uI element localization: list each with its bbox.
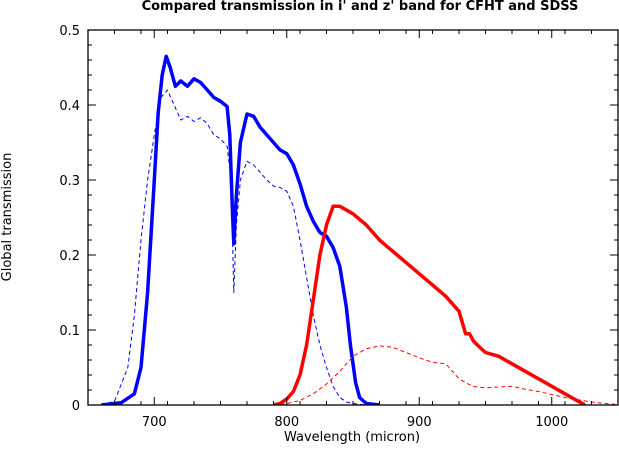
x-tick-label: 700 [142,415,167,430]
y-tick-label: 0.1 [59,324,80,339]
y-axis-label: Global transmission [0,153,15,282]
y-tick-label: 0.5 [59,24,80,39]
x-axis-label: Wavelength (micron) [284,430,420,445]
series-line-4 [273,345,616,405]
y-tick-label: 0.2 [59,249,80,264]
y-tick-label: 0 [72,399,80,414]
series-line-3 [273,204,586,405]
series-line-2 [101,89,367,405]
x-tick-label: 1000 [535,415,568,430]
plot-frame [87,29,619,406]
y-tick-label: 0.4 [59,99,80,114]
x-tick-label: 800 [274,415,299,430]
x-axis: 700 800 900 1000 [87,30,619,430]
chart-title: Compared transmission in i' and z' band … [142,0,579,14]
x-tick-label: 900 [407,415,432,430]
y-axis: 0 0.1 0.2 0.3 0.4 0.5 [59,24,618,414]
series-line-1 [101,54,380,405]
y-tick-label: 0.3 [59,174,80,189]
